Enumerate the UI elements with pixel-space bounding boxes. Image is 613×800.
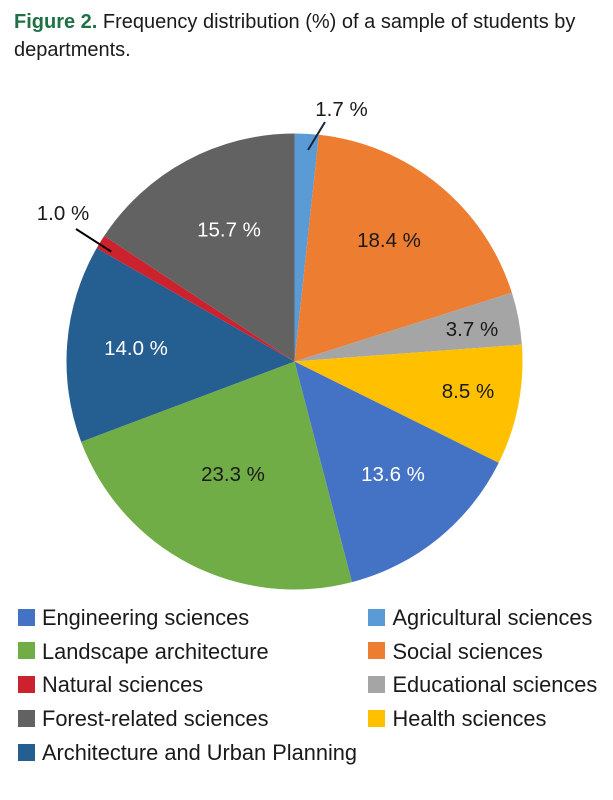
svg-text:1.0 %: 1.0 % bbox=[37, 202, 89, 225]
svg-text:8.5 %: 8.5 % bbox=[442, 380, 494, 403]
svg-text:18.4 %: 18.4 % bbox=[357, 229, 421, 252]
svg-text:1.7 %: 1.7 % bbox=[315, 98, 367, 121]
svg-text:13.6 %: 13.6 % bbox=[361, 463, 425, 486]
svg-text:15.7 %: 15.7 % bbox=[197, 219, 261, 242]
svg-text:14.0 %: 14.0 % bbox=[104, 337, 168, 360]
svg-text:23.3 %: 23.3 % bbox=[201, 463, 265, 486]
svg-text:3.7 %: 3.7 % bbox=[446, 318, 498, 341]
